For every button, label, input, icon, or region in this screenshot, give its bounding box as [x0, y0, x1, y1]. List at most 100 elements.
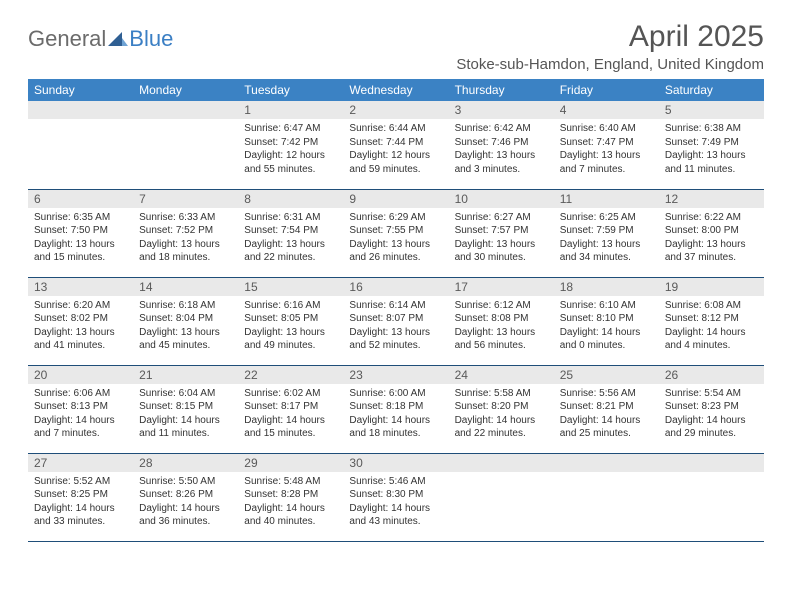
- calendar-cell: 27Sunrise: 5:52 AMSunset: 8:25 PMDayligh…: [28, 453, 133, 541]
- location: Stoke-sub-Hamdon, England, United Kingdo…: [456, 56, 764, 73]
- day-content: Sunrise: 6:40 AMSunset: 7:47 PMDaylight:…: [554, 119, 659, 180]
- day-content: [133, 119, 238, 126]
- day-number: 21: [133, 366, 238, 384]
- daylight-text: Daylight: 14 hours and 11 minutes.: [139, 414, 232, 441]
- calendar-cell: 15Sunrise: 6:16 AMSunset: 8:05 PMDayligh…: [238, 277, 343, 365]
- day-content: Sunrise: 6:25 AMSunset: 7:59 PMDaylight:…: [554, 208, 659, 269]
- daylight-text: Daylight: 14 hours and 0 minutes.: [560, 326, 653, 353]
- day-content: Sunrise: 6:33 AMSunset: 7:52 PMDaylight:…: [133, 208, 238, 269]
- day-content: Sunrise: 6:29 AMSunset: 7:55 PMDaylight:…: [343, 208, 448, 269]
- sunset-text: Sunset: 7:47 PM: [560, 136, 653, 150]
- daylight-text: Daylight: 13 hours and 15 minutes.: [34, 238, 127, 265]
- day-number: [449, 454, 554, 472]
- day-content: Sunrise: 6:27 AMSunset: 7:57 PMDaylight:…: [449, 208, 554, 269]
- sunrise-text: Sunrise: 6:08 AM: [665, 299, 758, 313]
- sunset-text: Sunset: 8:23 PM: [665, 400, 758, 414]
- sunset-text: Sunset: 8:07 PM: [349, 312, 442, 326]
- day-number: 17: [449, 278, 554, 296]
- sunrise-text: Sunrise: 6:44 AM: [349, 122, 442, 136]
- day-content: Sunrise: 6:31 AMSunset: 7:54 PMDaylight:…: [238, 208, 343, 269]
- daylight-text: Daylight: 13 hours and 26 minutes.: [349, 238, 442, 265]
- calendar-cell: 19Sunrise: 6:08 AMSunset: 8:12 PMDayligh…: [659, 277, 764, 365]
- sunset-text: Sunset: 8:17 PM: [244, 400, 337, 414]
- sunset-text: Sunset: 8:13 PM: [34, 400, 127, 414]
- day-number: 16: [343, 278, 448, 296]
- day-number: 1: [238, 101, 343, 119]
- calendar-cell: [449, 453, 554, 541]
- daylight-text: Daylight: 13 hours and 11 minutes.: [665, 149, 758, 176]
- day-content: Sunrise: 6:02 AMSunset: 8:17 PMDaylight:…: [238, 384, 343, 445]
- sunrise-text: Sunrise: 6:02 AM: [244, 387, 337, 401]
- calendar-cell: 8Sunrise: 6:31 AMSunset: 7:54 PMDaylight…: [238, 189, 343, 277]
- header: General Blue April 2025 Stoke-sub-Hamdon…: [28, 20, 764, 73]
- daylight-text: Daylight: 13 hours and 34 minutes.: [560, 238, 653, 265]
- calendar-cell: 16Sunrise: 6:14 AMSunset: 8:07 PMDayligh…: [343, 277, 448, 365]
- day-header-row: Sunday Monday Tuesday Wednesday Thursday…: [28, 79, 764, 101]
- day-number: 11: [554, 190, 659, 208]
- sunrise-text: Sunrise: 6:31 AM: [244, 211, 337, 225]
- day-number: [659, 454, 764, 472]
- daylight-text: Daylight: 14 hours and 15 minutes.: [244, 414, 337, 441]
- day-content: Sunrise: 6:20 AMSunset: 8:02 PMDaylight:…: [28, 296, 133, 357]
- sunset-text: Sunset: 7:55 PM: [349, 224, 442, 238]
- calendar-cell: 29Sunrise: 5:48 AMSunset: 8:28 PMDayligh…: [238, 453, 343, 541]
- day-content: Sunrise: 5:46 AMSunset: 8:30 PMDaylight:…: [343, 472, 448, 533]
- sunrise-text: Sunrise: 6:29 AM: [349, 211, 442, 225]
- daylight-text: Daylight: 13 hours and 3 minutes.: [455, 149, 548, 176]
- day-content: Sunrise: 6:04 AMSunset: 8:15 PMDaylight:…: [133, 384, 238, 445]
- day-header: Monday: [133, 79, 238, 101]
- daylight-text: Daylight: 14 hours and 33 minutes.: [34, 502, 127, 529]
- sunrise-text: Sunrise: 6:14 AM: [349, 299, 442, 313]
- sunrise-text: Sunrise: 6:40 AM: [560, 122, 653, 136]
- calendar-cell: 14Sunrise: 6:18 AMSunset: 8:04 PMDayligh…: [133, 277, 238, 365]
- day-number: 28: [133, 454, 238, 472]
- sunrise-text: Sunrise: 6:25 AM: [560, 211, 653, 225]
- day-content: Sunrise: 6:42 AMSunset: 7:46 PMDaylight:…: [449, 119, 554, 180]
- calendar-table: Sunday Monday Tuesday Wednesday Thursday…: [28, 79, 764, 542]
- daylight-text: Daylight: 13 hours and 49 minutes.: [244, 326, 337, 353]
- calendar-cell: [659, 453, 764, 541]
- calendar-week-row: 1Sunrise: 6:47 AMSunset: 7:42 PMDaylight…: [28, 101, 764, 189]
- day-number: 8: [238, 190, 343, 208]
- sunrise-text: Sunrise: 6:42 AM: [455, 122, 548, 136]
- calendar-cell: 26Sunrise: 5:54 AMSunset: 8:23 PMDayligh…: [659, 365, 764, 453]
- calendar-cell: 3Sunrise: 6:42 AMSunset: 7:46 PMDaylight…: [449, 101, 554, 189]
- calendar-cell: 17Sunrise: 6:12 AMSunset: 8:08 PMDayligh…: [449, 277, 554, 365]
- calendar-cell: 1Sunrise: 6:47 AMSunset: 7:42 PMDaylight…: [238, 101, 343, 189]
- day-content: Sunrise: 6:08 AMSunset: 8:12 PMDaylight:…: [659, 296, 764, 357]
- daylight-text: Daylight: 14 hours and 40 minutes.: [244, 502, 337, 529]
- daylight-text: Daylight: 13 hours and 45 minutes.: [139, 326, 232, 353]
- calendar-cell: 10Sunrise: 6:27 AMSunset: 7:57 PMDayligh…: [449, 189, 554, 277]
- sunrise-text: Sunrise: 6:27 AM: [455, 211, 548, 225]
- daylight-text: Daylight: 14 hours and 22 minutes.: [455, 414, 548, 441]
- logo-text-1: General: [28, 26, 106, 52]
- sunset-text: Sunset: 7:50 PM: [34, 224, 127, 238]
- logo: General Blue: [28, 20, 173, 52]
- day-content: Sunrise: 6:38 AMSunset: 7:49 PMDaylight:…: [659, 119, 764, 180]
- day-number: 5: [659, 101, 764, 119]
- sunrise-text: Sunrise: 5:46 AM: [349, 475, 442, 489]
- day-number: 3: [449, 101, 554, 119]
- daylight-text: Daylight: 14 hours and 43 minutes.: [349, 502, 442, 529]
- calendar-cell: 11Sunrise: 6:25 AMSunset: 7:59 PMDayligh…: [554, 189, 659, 277]
- calendar-cell: 5Sunrise: 6:38 AMSunset: 7:49 PMDaylight…: [659, 101, 764, 189]
- day-number: 30: [343, 454, 448, 472]
- day-header: Sunday: [28, 79, 133, 101]
- sunset-text: Sunset: 8:08 PM: [455, 312, 548, 326]
- sunrise-text: Sunrise: 6:47 AM: [244, 122, 337, 136]
- sunrise-text: Sunrise: 6:33 AM: [139, 211, 232, 225]
- calendar-cell: 21Sunrise: 6:04 AMSunset: 8:15 PMDayligh…: [133, 365, 238, 453]
- day-content: [28, 119, 133, 126]
- day-number: 27: [28, 454, 133, 472]
- day-content: Sunrise: 5:48 AMSunset: 8:28 PMDaylight:…: [238, 472, 343, 533]
- day-content: Sunrise: 6:35 AMSunset: 7:50 PMDaylight:…: [28, 208, 133, 269]
- day-content: Sunrise: 5:50 AMSunset: 8:26 PMDaylight:…: [133, 472, 238, 533]
- sunrise-text: Sunrise: 6:12 AM: [455, 299, 548, 313]
- sunrise-text: Sunrise: 6:38 AM: [665, 122, 758, 136]
- day-number: 9: [343, 190, 448, 208]
- sunrise-text: Sunrise: 5:56 AM: [560, 387, 653, 401]
- day-number: 19: [659, 278, 764, 296]
- sunset-text: Sunset: 7:52 PM: [139, 224, 232, 238]
- sunrise-text: Sunrise: 5:58 AM: [455, 387, 548, 401]
- calendar-cell: 20Sunrise: 6:06 AMSunset: 8:13 PMDayligh…: [28, 365, 133, 453]
